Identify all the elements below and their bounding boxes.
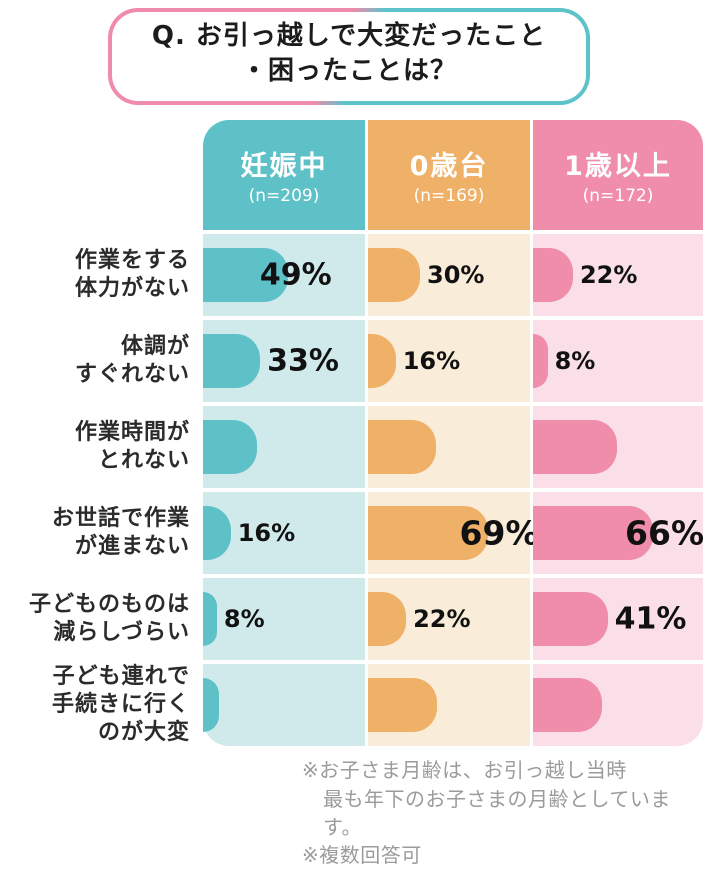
row-label: 子どものものは 減らしづらい — [0, 578, 200, 660]
footnote-line-2: 最も年下のお子さまの月齢としています。 — [323, 786, 671, 839]
bar — [368, 334, 396, 389]
row-label-line: 作業をする — [74, 248, 190, 274]
bar — [368, 248, 420, 303]
row-label-line: 子ども連れで — [52, 664, 190, 690]
question-title-line2: ・困ったことは？ — [240, 56, 457, 87]
bar-cell: 8% — [203, 578, 365, 661]
percent-label: 16% — [237, 519, 296, 548]
percent-label: 41% — [614, 601, 687, 637]
footnote-line-1: ※お子さま月齢は、お引っ越し当時 — [302, 758, 627, 783]
row-label-line: が進まない — [74, 534, 190, 560]
percent-label: 69% — [459, 513, 539, 553]
footnote-line-3: ※複数回答可 — [302, 843, 422, 868]
column-header-n: (n=209) — [248, 186, 320, 207]
percent-label: 8% — [554, 347, 596, 376]
bar-cell: 16% — [203, 492, 365, 575]
row-label-line: 手続きに行く — [51, 692, 190, 718]
bar — [533, 592, 608, 647]
column-header-label: 妊娠中 — [240, 151, 328, 183]
bar-cell: 41% — [533, 578, 703, 661]
bar-cell — [203, 664, 365, 747]
survey-infographic: Q. お引っ越しで大変だったこと ・困ったことは？ 妊娠中 (n=209) 0歳台 (… — [0, 8, 706, 870]
bar-cell: 16% — [368, 320, 530, 403]
percent-label: 66% — [625, 513, 705, 553]
bar — [203, 420, 257, 475]
percent-label: 22% — [579, 261, 638, 290]
percent-label: 8% — [223, 605, 265, 634]
row-label-line: 作業時間が — [74, 420, 190, 446]
bar-cell — [203, 406, 365, 489]
bar-cell: 22% — [533, 234, 703, 317]
percent-label: 30% — [427, 261, 485, 290]
bar — [368, 592, 407, 647]
row-label-line: 減らしづらい — [53, 620, 190, 646]
bar-cell: 22% — [368, 578, 530, 661]
row-label: 作業時間が とれない — [0, 406, 200, 488]
bar — [368, 506, 488, 561]
bar-cell: 8% — [533, 320, 703, 403]
row-label: お世話で作業 が進まない — [0, 492, 200, 574]
column-header: 妊娠中 (n=209) — [203, 120, 365, 231]
bar — [203, 678, 219, 733]
footnotes: ※お子さま月齢は、お引っ越し当時 最も年下のお子さまの月齢としています。 ※複数… — [302, 756, 706, 870]
row-label-line: 体力がない — [74, 276, 190, 302]
bar — [533, 506, 654, 561]
row-label-line: お世話で作業 — [51, 506, 190, 532]
column-header-label: 0歳台 — [409, 151, 489, 183]
question-title-line1: Q. お引っ越しで大変だったこと — [151, 21, 547, 51]
row-label: 体調が すぐれない — [0, 320, 200, 402]
row-label: 子ども連れで 手続きに行く のが大変 — [0, 664, 200, 746]
bar-cell — [533, 406, 703, 489]
bar-cell: 66% — [533, 492, 705, 575]
percent-label: 49% — [259, 257, 332, 293]
row-label-line: 体調が — [120, 334, 190, 360]
row-label: 作業をする 体力がない — [0, 234, 200, 316]
row-label-line: 子どものものは — [28, 592, 190, 618]
bar — [533, 678, 603, 733]
bar — [533, 420, 617, 475]
bar — [203, 592, 217, 647]
bar — [203, 506, 231, 561]
row-label-line: すぐれない — [74, 362, 190, 388]
row-label-line: のが大変 — [97, 720, 190, 746]
bar-cell: 30% — [368, 234, 530, 317]
column-header: 1歳以上 (n=172) — [533, 120, 703, 231]
question-title-box: Q. お引っ越しで大変だったこと ・困ったことは？ — [108, 8, 590, 106]
bar — [203, 248, 288, 303]
row-label-line: とれない — [97, 448, 190, 474]
bar — [533, 248, 573, 303]
question-title: Q. お引っ越しで大変だったこと ・困ったことは？ — [112, 12, 586, 102]
bar-cell: 49% — [203, 234, 365, 317]
bar — [533, 334, 548, 389]
percent-label: 22% — [413, 605, 471, 634]
bar — [368, 678, 438, 733]
grid-corner-spacer — [0, 120, 200, 230]
bar — [203, 334, 261, 389]
percent-label: 16% — [402, 347, 461, 376]
bar-cell — [533, 664, 703, 747]
bar-chart-table: 妊娠中 (n=209) 0歳台 (n=169) 1歳以上 (n=172) 作業をする 体力がな… — [0, 120, 706, 747]
bar-cell: 69% — [368, 492, 539, 575]
bar-cell — [368, 664, 530, 747]
column-header-n: (n=169) — [413, 186, 485, 207]
bar — [368, 420, 436, 475]
percent-label: 33% — [267, 343, 339, 379]
column-header-label: 1歳以上 — [564, 151, 672, 183]
column-header-n: (n=172) — [582, 186, 654, 207]
bar-cell — [368, 406, 530, 489]
column-header: 0歳台 (n=169) — [368, 120, 530, 231]
bar-cell: 33% — [203, 320, 365, 403]
